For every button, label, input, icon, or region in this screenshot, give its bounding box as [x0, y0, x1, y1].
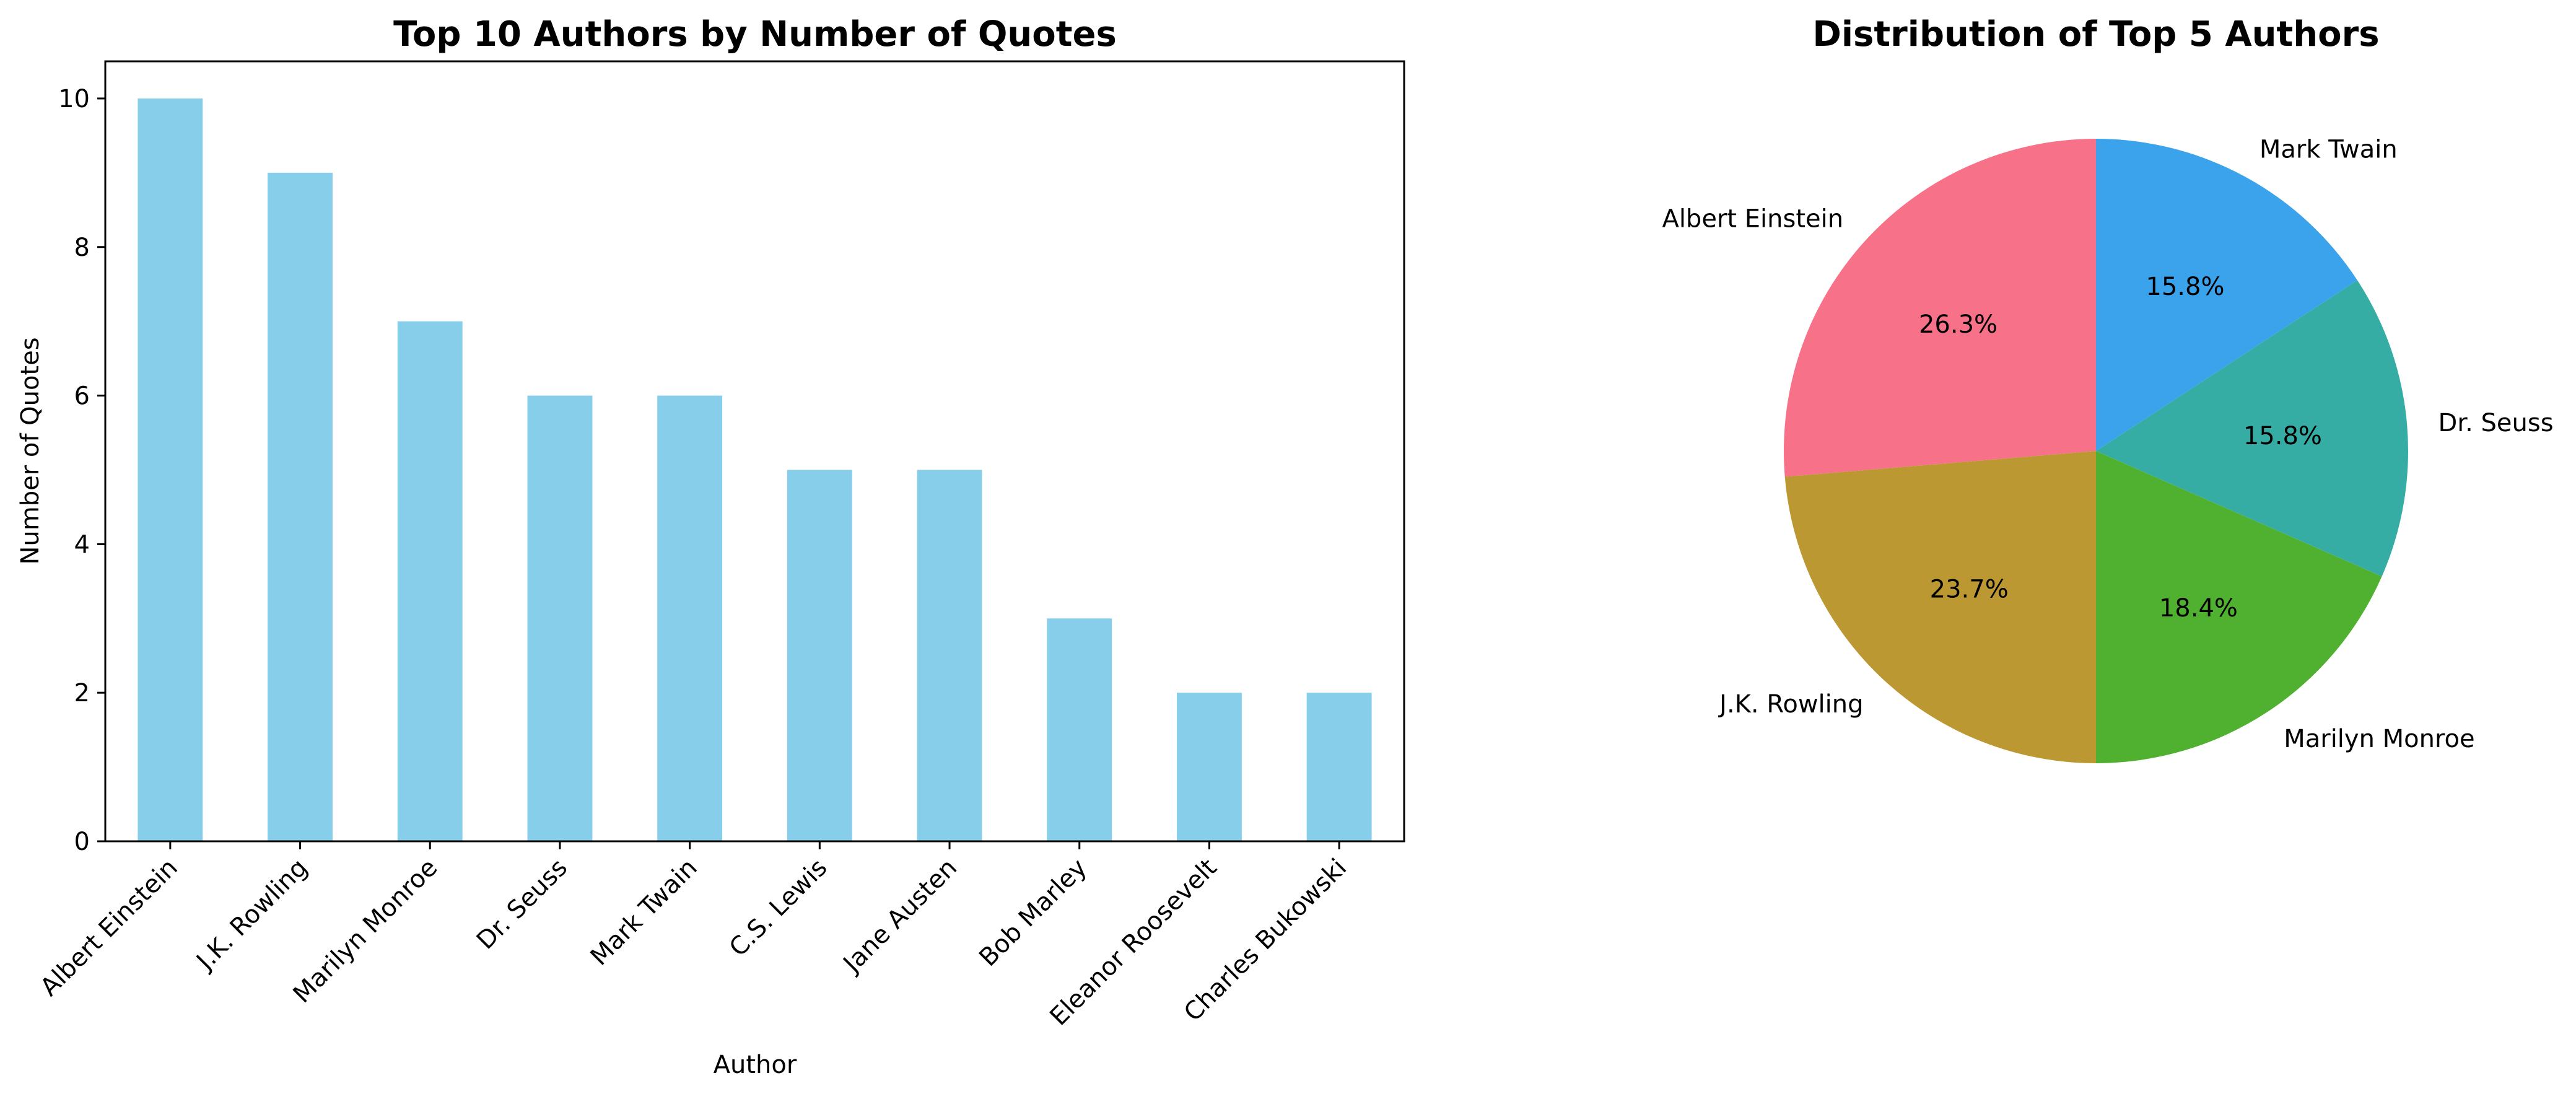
x-axis-label: Author: [714, 1051, 797, 1079]
pie-label-dr-seuss: Dr. Seuss: [2438, 409, 2554, 437]
pie-chart-title: Distribution of Top 5 Authors: [1812, 14, 2379, 55]
x-tick-label: J.K. Rowling: [190, 854, 313, 977]
bar-j-k-rowling: [268, 172, 333, 841]
bar-chart-title: Top 10 Authors by Number of Quotes: [393, 14, 1117, 55]
x-tick-label: Mark Twain: [585, 854, 703, 971]
y-axis-ticks: 0 2 4 6 8 10: [58, 85, 105, 856]
y-tick-label: 8: [74, 234, 90, 262]
bar-c-s-lewis: [787, 470, 852, 841]
x-tick-label: C.S. Lewis: [724, 854, 833, 963]
y-axis-label: Number of Quotes: [16, 337, 45, 564]
pie-label-marilyn-monroe: Marilyn Monroe: [2284, 725, 2474, 753]
bar-albert-einstein: [138, 98, 203, 841]
pie-slice-j-k-rowling: [1784, 451, 2096, 763]
bar-series: [138, 98, 1372, 841]
x-tick-label: Bob Marley: [974, 854, 1093, 973]
x-tick-label: Albert Einstein: [35, 854, 183, 1002]
pie-percent-j-k-rowling: 23.7%: [1930, 575, 2009, 603]
pie-percent-mark-twain: 15.8%: [2146, 273, 2224, 301]
bar-marilyn-monroe: [397, 321, 463, 841]
y-tick-label: 0: [74, 828, 90, 856]
pie-labels: Albert Einstein 26.3% J.K. Rowling 23.7% Mar…: [1662, 135, 2553, 753]
bar-eleanor-roosevelt: [1177, 693, 1242, 841]
pie-chart: Distribution of Top 5 Authors Albert Ein…: [1662, 14, 2554, 763]
pie-percent-albert-einstein: 26.3%: [1919, 310, 1997, 339]
pie-percent-marilyn-monroe: 18.4%: [2159, 594, 2238, 623]
bar-chart: Top 10 Authors by Number of Quotes 0 2 4 6 8…: [16, 14, 1405, 1079]
pie-label-albert-einstein: Albert Einstein: [1662, 205, 1843, 234]
pie-label-mark-twain: Mark Twain: [2259, 135, 2398, 164]
x-tick-label: Jane Austen: [837, 854, 963, 979]
x-tick-label: Dr. Seuss: [471, 854, 573, 955]
pie-slice-marilyn-monroe: [2096, 451, 2382, 763]
bar-charles-bukowski: [1306, 693, 1372, 841]
pie-slice-albert-einstein: [1784, 139, 2096, 477]
bar-jane-austen: [917, 470, 982, 841]
bar-mark-twain: [657, 395, 723, 841]
y-tick-label: 2: [74, 679, 90, 707]
pie-label-j-k-rowling: J.K. Rowling: [1718, 690, 1863, 719]
bar-bob-marley: [1047, 618, 1112, 841]
pie-percent-dr-seuss: 15.8%: [2243, 422, 2322, 450]
pie-slices: [1784, 138, 2409, 763]
bar-plot-frame: [104, 60, 1405, 843]
pie-slice-mark-twain: [2096, 138, 2357, 451]
bar-dr-seuss: [527, 395, 593, 841]
y-tick-label: 10: [58, 85, 90, 113]
pie-slice-dr-seuss: [2096, 280, 2409, 577]
y-tick-label: 6: [74, 382, 90, 411]
y-tick-label: 4: [74, 530, 90, 559]
x-tick-label: Marilyn Monroe: [288, 854, 443, 1009]
